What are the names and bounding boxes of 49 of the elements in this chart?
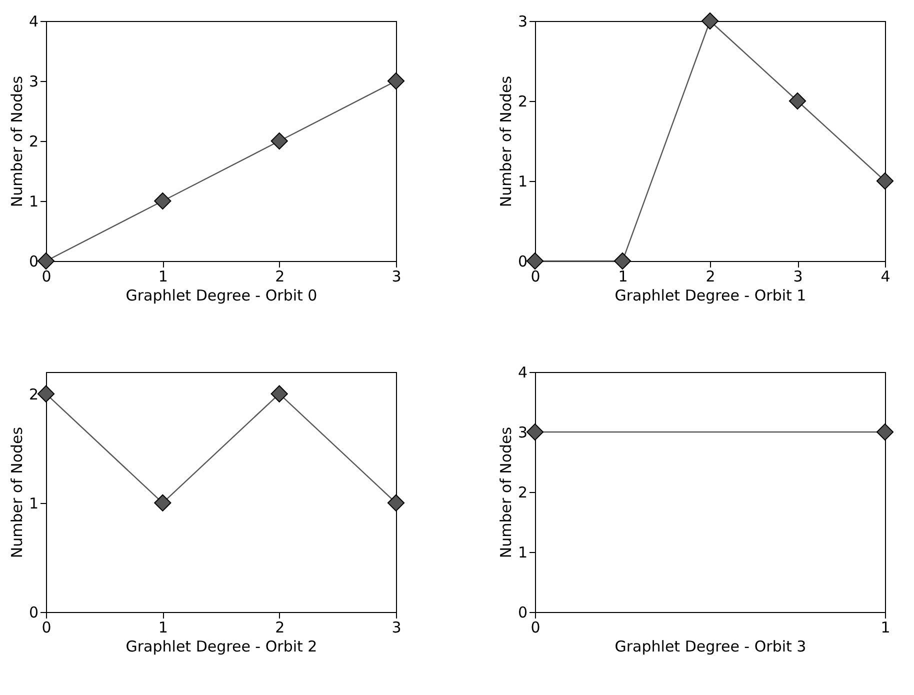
- y-tick-label: 2: [518, 92, 528, 110]
- y-tick-label: 4: [28, 12, 38, 30]
- x-tick-label: 2: [706, 268, 716, 286]
- y-tick-label: 1: [28, 192, 38, 210]
- x-tick-label: 1: [158, 268, 168, 286]
- point: [788, 92, 806, 110]
- x-tick-label: 3: [793, 268, 803, 286]
- x-axis-title: Graphlet Degree - Orbit 0: [126, 286, 318, 304]
- y-tick-label: 0: [28, 252, 38, 270]
- y-tick-label: 0: [28, 604, 38, 622]
- y-tick-label: 3: [518, 424, 528, 442]
- y-axis-title: Number of Nodes: [496, 426, 515, 558]
- y-tick-label: 4: [518, 364, 528, 382]
- x-tick-label: 3: [392, 268, 402, 286]
- x-axis-title: Graphlet Degree - Orbit 3: [614, 638, 806, 656]
- x-tick-label: 1: [618, 268, 628, 286]
- y-axis-title: Number of Nodes: [8, 76, 26, 208]
- y-tick-label: 2: [518, 484, 528, 502]
- y-tick-label: 3: [28, 72, 38, 90]
- point: [37, 252, 55, 270]
- y-tick-label: 0: [518, 252, 528, 270]
- x-tick-label: 0: [530, 618, 540, 636]
- point: [270, 132, 288, 150]
- y-tick-label: 0: [518, 604, 528, 622]
- x-tick-label: 0: [42, 268, 52, 286]
- x-tick-label: 2: [275, 618, 285, 636]
- x-axis-title: Graphlet Degree - Orbit 1: [614, 286, 806, 304]
- x-tick-label: 0: [530, 268, 540, 286]
- x-tick-label: 0: [42, 618, 52, 636]
- y-tick-label: 2: [28, 385, 38, 404]
- x-tick-label: 4: [880, 268, 890, 286]
- y-tick-label: 3: [518, 12, 528, 30]
- y-tick-label: 1: [518, 172, 528, 190]
- point: [614, 252, 632, 270]
- y-axis-title: Number of Nodes: [8, 426, 26, 558]
- point: [876, 172, 894, 190]
- x-tick-label: 2: [275, 268, 285, 286]
- x-tick-label: 1: [880, 618, 890, 636]
- x-tick-label: 1: [158, 618, 168, 636]
- point: [526, 252, 544, 270]
- x-tick-label: 3: [392, 618, 402, 636]
- x-axis-title: Graphlet Degree - Orbit 2: [126, 638, 318, 656]
- y-axis-title: Number of Nodes: [496, 76, 515, 208]
- y-tick-label: 1: [28, 494, 38, 512]
- point: [701, 12, 719, 30]
- point: [387, 72, 405, 90]
- point: [154, 192, 172, 210]
- y-tick-label: 1: [518, 544, 528, 562]
- y-tick-label: 2: [28, 132, 38, 150]
